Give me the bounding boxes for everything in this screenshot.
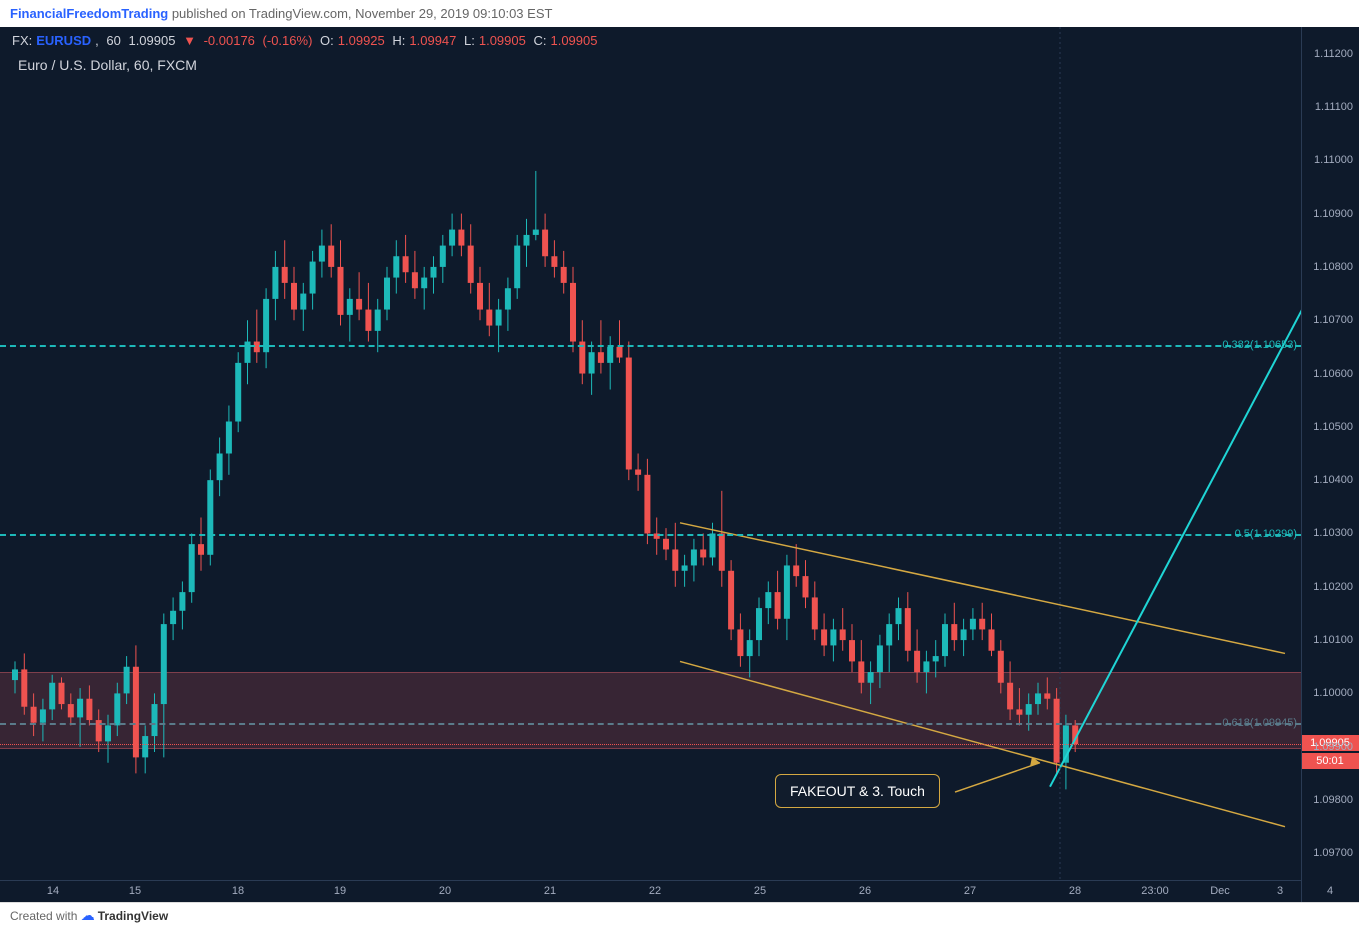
x-axis[interactable]: 141518192021222526272823:00Dec34 [0,880,1301,902]
y-tick: 1.11100 [1315,101,1353,113]
x-tick: Dec [1210,885,1230,897]
x-tick: 25 [754,885,766,897]
fib-line[interactable] [0,534,1301,536]
x-tick: 19 [334,885,346,897]
fib-label: 0.382(1.10653) [1222,339,1297,351]
x-tick: 28 [1069,885,1081,897]
y-tick: 1.11200 [1314,48,1353,60]
fib-line[interactable] [0,345,1301,347]
callout-label[interactable]: FAKEOUT & 3. Touch [775,774,940,808]
chart-title: Euro / U.S. Dollar, 60, FXCM [18,57,197,73]
x-tick: 3 [1277,885,1283,897]
drawings-layer[interactable] [0,27,1301,880]
x-tick: 21 [544,885,556,897]
x-tick: 23:00 [1141,885,1169,897]
chart-plot[interactable]: 0.382(1.10653) 0.5(1.10299) 0.618(1.09945)… [0,27,1301,880]
y-tick: 1.10000 [1313,687,1353,699]
author: FinancialFreedomTrading [10,6,168,21]
fib-label: 0.5(1.10299) [1235,528,1297,540]
y-axis[interactable]: 1.09700 1.09800 1.09900 1.10000 1.10100 1.102… [1301,27,1359,902]
x-tick: 4 [1327,885,1333,897]
fib-label: 0.618(1.09945) [1222,717,1297,729]
symbol-info-bar: FX:EURUSD, 60 1.09905 ▼ -0.00176 (-0.16%… [12,33,601,48]
chart-container[interactable]: FX:EURUSD, 60 1.09905 ▼ -0.00176 (-0.16%… [0,27,1359,927]
y-tick: 1.09700 [1313,847,1353,859]
y-tick: 1.10900 [1313,208,1353,220]
y-tick: 1.10500 [1313,421,1353,433]
y-tick: 1.10400 [1313,474,1353,486]
tradingview-icon: ☁ [81,907,95,924]
y-tick: 1.10200 [1313,581,1353,593]
x-tick: 15 [129,885,141,897]
y-tick: 1.10300 [1313,527,1353,539]
x-tick: 26 [859,885,871,897]
y-tick: 1.09800 [1313,794,1353,806]
y-tick: 1.11000 [1314,154,1353,166]
x-tick: 20 [439,885,451,897]
x-tick: 27 [964,885,976,897]
x-tick: 22 [649,885,661,897]
y-tick: 1.10800 [1313,261,1353,273]
y-tick: 1.10600 [1313,368,1353,380]
y-tick: 1.10100 [1313,634,1353,646]
fib-line[interactable] [0,723,1301,725]
x-tick: 18 [232,885,244,897]
x-tick: 14 [47,885,59,897]
publish-header: FinancialFreedomTrading published on Tra… [0,0,1359,27]
y-tick: 1.10700 [1313,314,1353,326]
footer: Created with ☁TradingView [0,902,1359,927]
y-tick: 1.09900 [1313,741,1353,753]
